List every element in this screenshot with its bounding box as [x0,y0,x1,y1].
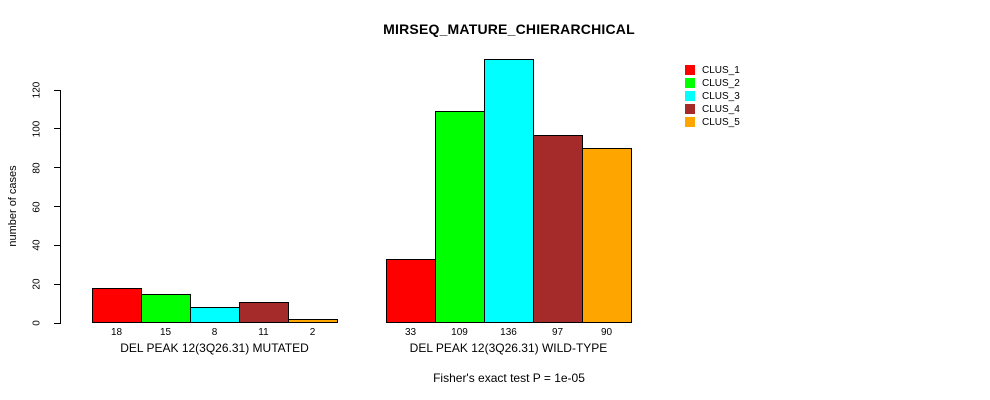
bar-clus_2 [435,111,485,323]
y-tick-label: 20 [31,278,43,290]
bar-value-label: 33 [404,327,417,338]
fisher-test-annotation: Fisher's exact test P = 1e-05 [433,371,585,385]
legend-swatch-clus_2 [685,78,695,88]
y-tick-mark [54,128,60,130]
y-tick-label: 120 [31,81,43,99]
bar-clus_1 [386,259,436,323]
y-tick-mark [54,206,60,207]
y-tick-label: 40 [31,239,43,251]
bar-value-label: 109 [451,327,468,338]
bar-value-label: 90 [600,327,613,338]
y-tick-label: 60 [31,200,43,213]
legend-swatch-clus_3 [685,91,695,101]
y-tick-mark [54,244,60,246]
y-axis-label: number of cases [7,165,19,247]
y-tick-mark [54,167,60,169]
bar-clus_3 [484,59,534,323]
chart-title: MIRSEQ_MATURE_CHIERARCHICAL [383,21,635,37]
bar-clus_5 [288,319,338,323]
group-label: DEL PEAK 12(3Q26.31) WILD-TYPE [409,341,608,355]
bar-clus_1 [92,288,142,323]
bar-clus_4 [239,302,289,323]
bar-value-label: 8 [211,327,218,338]
bar-value-label: 15 [159,327,172,338]
y-tick-label: 80 [31,162,43,174]
bar-clus_3 [190,307,240,323]
legend-label: CLUS_1 [702,65,740,76]
group-label: DEL PEAK 12(3Q26.31) MUTATED [120,341,309,355]
bar-value-label: 136 [500,327,517,338]
bar-clus_2 [141,294,191,323]
y-axis-line [60,90,61,324]
legend-label: CLUS_2 [702,78,740,89]
y-tick-label: 100 [31,120,43,138]
legend-swatch-clus_5 [685,117,695,127]
bar-value-label: 18 [110,327,123,338]
legend-label: CLUS_5 [702,117,740,128]
legend-swatch-clus_4 [685,104,695,114]
bar-value-label: 97 [551,327,564,338]
bar-value-label: 11 [258,327,269,338]
y-tick-label: 0 [31,320,43,326]
legend-label: CLUS_4 [702,104,740,115]
y-tick-mark [54,283,60,285]
y-tick-mark [54,89,60,91]
bar-clus_4 [533,135,583,323]
y-tick-mark [54,322,60,324]
legend-label: CLUS_3 [702,91,740,102]
bar-clus_5 [582,148,632,323]
legend-swatch-clus_1 [685,65,695,75]
bar-value-label: 2 [309,327,316,338]
